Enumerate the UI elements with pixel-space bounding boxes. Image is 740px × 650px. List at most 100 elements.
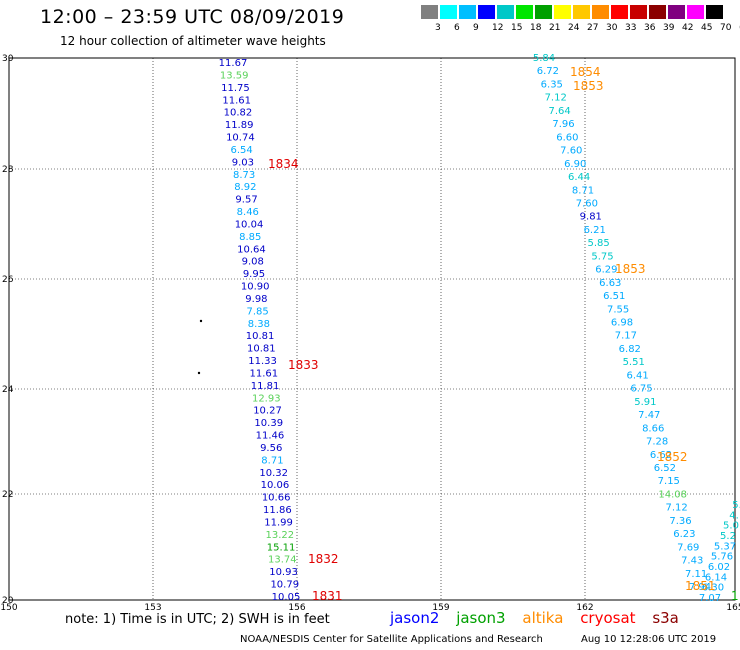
wave-height-value: 11.61: [249, 368, 278, 379]
pass-number-label: 1832: [308, 552, 339, 566]
map-subtitle: 12 hour collection of altimeter wave hei…: [60, 34, 326, 48]
wave-height-value: 6.52: [654, 463, 676, 474]
wave-height-value: 11.99: [264, 517, 293, 528]
wave-height-value: 5.85: [587, 238, 609, 249]
wave-height-value: 7.47: [638, 410, 660, 421]
wave-height-value: 5.76: [711, 552, 733, 563]
wave-height-value: 11.75: [221, 83, 250, 94]
wave-height-value: 8.92: [234, 182, 256, 193]
wave-height-value: 10.90: [241, 282, 270, 293]
pass-number-label: 1853: [573, 79, 604, 93]
x-tick-label: 165: [726, 603, 740, 613]
wave-height-value: 13.22: [266, 530, 295, 541]
wave-height-value: 6.82: [619, 344, 641, 355]
colorbar-label: 45: [701, 23, 713, 33]
pass-number-label: 1: [731, 589, 739, 603]
wave-height-value: 9.95: [243, 269, 265, 280]
wave-height-value: 10.06: [261, 480, 290, 491]
wave-height-value: 6.44: [568, 172, 590, 183]
map-frame: [8, 57, 736, 601]
wave-height-value: 12.93: [252, 393, 281, 404]
wave-height-value: 5.91: [634, 397, 656, 408]
wave-height-value: 5.37: [714, 541, 736, 552]
wave-height-value: 9.81: [580, 212, 602, 223]
colorbar-swatch: [440, 5, 457, 19]
wave-height-value: 7.85: [247, 306, 269, 317]
colorbar-label: 27: [587, 23, 599, 33]
x-tick-label: 156: [288, 603, 305, 613]
wave-height-value: 6.21: [584, 225, 606, 236]
wave-height-value: 6.75: [630, 384, 652, 395]
wave-height-value: 6.02: [708, 562, 730, 573]
y-tick-label: 28: [2, 165, 14, 175]
colorbar-swatch: [630, 5, 647, 19]
timestamp: Aug 10 12:28:06 UTC 2019: [581, 634, 717, 645]
wave-height-value: 8.71: [572, 185, 594, 196]
legend-s3a: s3a: [652, 609, 679, 627]
colorbar-label: 3: [435, 23, 441, 33]
wave-height-value: 11.89: [225, 120, 254, 131]
wave-height-value: 5.: [732, 500, 740, 511]
x-tick-label: 153: [144, 603, 161, 613]
wave-height-value: 9.56: [260, 443, 282, 454]
wave-height-value: 7.60: [576, 198, 598, 209]
wave-height-value: 10.66: [262, 493, 291, 504]
colorbar-label: 39: [663, 23, 675, 33]
wave-height-value: 7.12: [665, 503, 687, 514]
wave-height-value: 9.08: [242, 257, 264, 268]
wave-height-value: 9.98: [245, 294, 267, 305]
pass-number-label: 1851: [685, 579, 716, 593]
wave-height-value: 6.62: [650, 450, 672, 461]
wave-height-value: 9.03: [232, 157, 254, 168]
wave-height-value: 11.46: [256, 431, 285, 442]
colorbar-swatch: [668, 5, 685, 19]
colorbar-swatch: [516, 5, 533, 19]
legend-jason2: jason2: [390, 609, 440, 627]
wave-height-value: 7.60: [560, 146, 582, 157]
colorbar-label: 42: [682, 23, 694, 33]
wave-height-value: 7.55: [607, 304, 629, 315]
colorbar-swatch: [592, 5, 609, 19]
wave-height-value: 8.85: [239, 232, 261, 243]
wave-height-value: 8.38: [248, 319, 270, 330]
wave-height-value: 10.64: [237, 244, 266, 255]
pass-number-label: 1833: [288, 358, 319, 372]
colorbar-label: 33: [625, 23, 637, 33]
wave-height-value: 5.2: [720, 531, 736, 542]
wave-height-value: 14.08: [658, 489, 687, 500]
y-tick-label: 24: [2, 385, 14, 395]
colorbar-swatch: [687, 5, 704, 19]
wave-height-value: 6.72: [537, 66, 559, 77]
wave-height-value: 10.93: [269, 567, 298, 578]
wave-height-value: 10.04: [235, 219, 264, 230]
colorbar-label: 6: [454, 23, 460, 33]
colorbar-label: 18: [530, 23, 542, 33]
wave-height-value: 10.82: [224, 108, 253, 119]
wave-height-value: 7.07: [699, 593, 721, 604]
wave-height-value: 6.98: [611, 318, 633, 329]
wave-height-value: 8.66: [642, 423, 664, 434]
wave-height-value: 13.74: [268, 555, 297, 566]
pass-number-label: 1854: [570, 65, 601, 79]
wave-height-value: 6.51: [603, 291, 625, 302]
legend-altika: altika: [522, 609, 564, 627]
wave-height-value: 10.79: [270, 580, 299, 591]
colorbar-swatch: [706, 5, 723, 19]
colorbar-swatch: [497, 5, 514, 19]
y-tick-label: 22: [2, 490, 13, 500]
wave-height-value: 7.12: [545, 93, 567, 104]
wave-height-value: 6.14: [705, 572, 727, 583]
colorbar-swatch: [611, 5, 628, 19]
colorbar-label: 9: [473, 23, 479, 33]
wave-height-value: 10.81: [247, 344, 276, 355]
wave-height-value: 7.96: [552, 119, 574, 130]
wave-height-value: 6.41: [626, 370, 648, 381]
wave-height-value: 11.33: [248, 356, 277, 367]
wave-height-value: 10.81: [246, 331, 275, 342]
wave-height-value: 6.60: [556, 132, 578, 143]
wave-height-value: 11.81: [251, 381, 280, 392]
wave-height-value: 11.86: [263, 505, 292, 516]
grid-lines: [9, 58, 735, 600]
